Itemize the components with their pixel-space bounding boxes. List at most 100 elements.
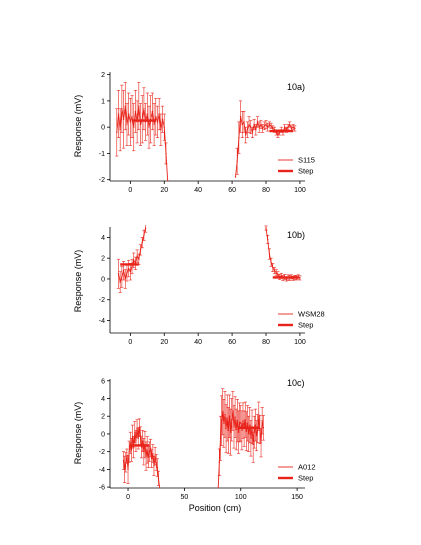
data-point: [154, 455, 156, 457]
plot-area: [116, 225, 302, 293]
data-point: [117, 273, 120, 275]
data-point: [151, 110, 154, 113]
x-tick-label: 60: [228, 187, 236, 194]
data-point: [163, 126, 165, 128]
x-tick-label: 20: [160, 339, 168, 346]
x-tick-label: 50: [180, 494, 188, 501]
data-point: [268, 253, 271, 255]
data-point: [237, 431, 240, 433]
data-point: [266, 126, 269, 128]
x-tick-label: 100: [294, 187, 306, 194]
data-point: [155, 115, 157, 118]
data-point: [158, 113, 160, 115]
data-point: [225, 427, 227, 430]
x-tick-label: 0: [128, 339, 132, 346]
data-point: [131, 265, 133, 268]
data-point: [161, 118, 164, 120]
data-point: [143, 450, 145, 453]
data-point: [133, 259, 135, 261]
data-point: [218, 461, 221, 464]
y-tick-label: -4: [99, 318, 105, 325]
data-point: [268, 123, 271, 126]
data-point: [139, 435, 142, 437]
data-point: [151, 458, 153, 460]
data-point: [116, 131, 118, 134]
data-point: [156, 121, 159, 123]
data-point: [131, 115, 133, 118]
data-point: [217, 487, 219, 488]
data-point: [238, 421, 241, 424]
y-tick-label: -2: [99, 177, 105, 184]
data-point: [250, 126, 252, 128]
data-point: [153, 465, 155, 467]
data-point: [246, 422, 249, 425]
data-point: [148, 450, 151, 453]
data-point: [130, 449, 133, 451]
data-point: [260, 442, 262, 444]
data-point: [254, 424, 257, 426]
x-tick-label: 0: [126, 494, 130, 501]
data-point: [117, 113, 120, 115]
y-tick-label: 2: [101, 256, 105, 263]
data-point: [251, 131, 254, 134]
data-point: [277, 134, 279, 136]
plot-area: [121, 388, 265, 488]
data-point: [241, 429, 243, 432]
data-point: [244, 419, 246, 421]
data-point: [253, 431, 255, 433]
data-point: [222, 411, 224, 413]
data-point: [248, 123, 250, 126]
data-point: [122, 269, 125, 272]
data-point: [240, 422, 242, 425]
y-tick-label: 2: [101, 72, 105, 79]
panel-label: 10c): [287, 378, 305, 388]
data-point: [123, 468, 126, 471]
data-point: [145, 455, 147, 457]
data-point: [127, 113, 130, 115]
x-tick-label: 0: [128, 187, 132, 194]
legend: A012 Step: [278, 463, 316, 483]
data-point: [152, 452, 154, 455]
legend-label-series: A012: [298, 463, 316, 472]
data-point: [244, 134, 247, 136]
data-point: [165, 152, 167, 155]
data-point: [258, 415, 260, 417]
data-point: [250, 437, 252, 440]
data-point: [266, 238, 269, 241]
y-tick-label: 0: [101, 276, 105, 283]
data-point: [239, 115, 242, 118]
data-point: [126, 123, 128, 126]
data-point: [134, 110, 137, 113]
panel-label: 10a): [287, 82, 305, 92]
data-point: [124, 105, 126, 107]
data-point: [122, 118, 125, 120]
data-point: [234, 176, 237, 178]
data-point: [238, 136, 240, 139]
data-point: [126, 455, 128, 457]
data-point: [246, 129, 249, 131]
data-point: [223, 422, 225, 425]
plot-area: [115, 82, 297, 181]
data-point: [243, 121, 245, 123]
data-point: [260, 123, 262, 126]
data-point: [255, 435, 258, 437]
data-point: [299, 277, 301, 279]
data-point: [259, 428, 261, 431]
data-point: [261, 127, 264, 130]
data-point: [229, 431, 232, 433]
legend-label-step: Step: [298, 321, 313, 330]
data-point: [135, 440, 137, 442]
data-point: [126, 272, 128, 274]
y-tick-label: 1: [101, 98, 105, 105]
y-tick-label: 4: [101, 235, 105, 242]
data-point: [256, 121, 259, 123]
data-point: [220, 419, 223, 422]
y-tick-label: -4: [99, 467, 105, 474]
data-point: [156, 466, 159, 469]
data-point: [234, 416, 236, 418]
x-tick-label: 100: [235, 494, 247, 501]
data-point: [265, 227, 267, 229]
